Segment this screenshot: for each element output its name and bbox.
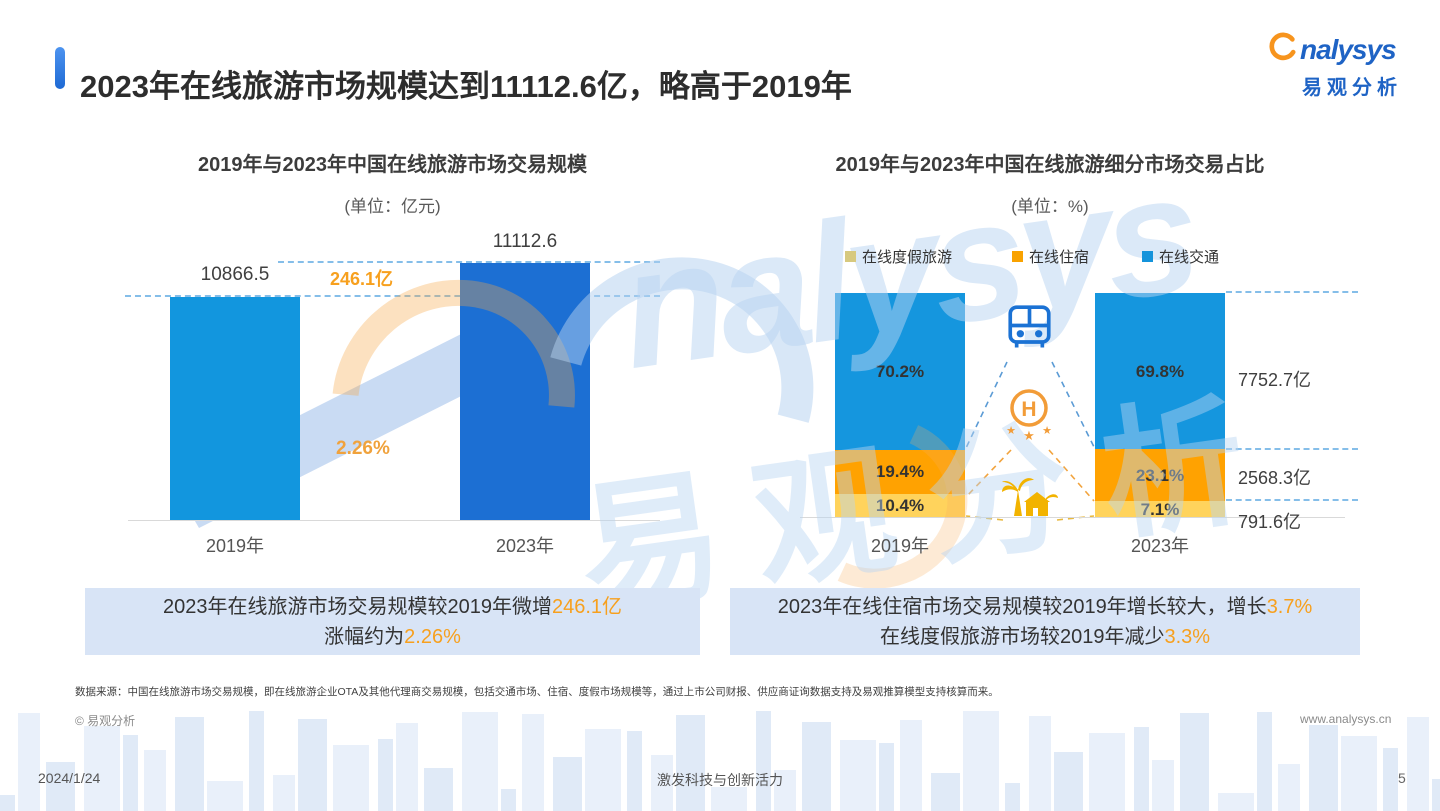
- vacation-palms-icon: [1002, 478, 1058, 516]
- segment-2023-transport: 69.8%: [1095, 293, 1225, 450]
- left-chart-x-axis: [128, 520, 660, 521]
- segment-2019-transport: 70.2%: [835, 293, 965, 451]
- svg-text:H: H: [1021, 398, 1036, 421]
- right-chart-xlabel-2023: 2023年: [1130, 536, 1190, 556]
- logo-brand-text: nalysys: [1300, 33, 1397, 65]
- legend-item-vacation: 在线度假旅游: [845, 246, 952, 267]
- hotel-badge-icon: H ★ ★ ★: [1006, 389, 1052, 443]
- logo-cn-text: 易观分析: [1302, 77, 1402, 99]
- callout-dash-low: [1226, 499, 1358, 501]
- legend-swatch-transport: [1142, 251, 1153, 262]
- vacation-absolute-label: 791.6亿: [1238, 512, 1302, 532]
- segment-2023-vacation: 7.1%: [1095, 499, 1225, 519]
- left-chart-xlabel-2019: 2019年: [205, 536, 265, 556]
- right-chart-title: 2019年与2023年中国在线旅游细分市场交易占比: [835, 154, 1265, 176]
- left-summary-line1-highlight: 246.1亿: [551, 595, 623, 618]
- stacked-bar-2023: 69.8% 23.1% 7.1%: [1095, 293, 1225, 519]
- legend-label-hotel: 在线住宿: [1029, 249, 1090, 266]
- right-summary-line1: 2023年在线住宿市场交易规模较2019年增长较大，增长: [777, 595, 1267, 618]
- footer-date: 2024/1/24: [38, 770, 101, 786]
- left-summary-line1: 2023年在线旅游市场交易规模较2019年微增: [162, 595, 552, 618]
- legend-swatch-hotel: [1012, 251, 1023, 262]
- svg-text:★: ★: [1023, 428, 1035, 443]
- left-chart-xlabel-2023: 2023年: [495, 536, 555, 556]
- segment-2023-vacation-label: 7.1%: [1140, 499, 1180, 519]
- bar-2019-total: [170, 297, 300, 520]
- svg-text:★: ★: [1006, 425, 1016, 437]
- logo-a-swirl-icon: [1266, 30, 1300, 69]
- legend-item-hotel: 在线住宿: [1012, 246, 1089, 267]
- bar-2019-value-label: 10866.5: [200, 264, 270, 285]
- stacked-bar-2019: 70.2% 19.4% 10.4%: [835, 293, 965, 517]
- legend-item-transport: 在线交通: [1142, 246, 1219, 267]
- footer-page-number: 5: [1398, 770, 1406, 786]
- growth-percent-label: 2.26%: [336, 438, 390, 459]
- footer-copyright: © 易观分析: [75, 714, 136, 728]
- right-chart-x-axis: [800, 517, 1345, 518]
- hotel-absolute-label: 2568.3亿: [1238, 468, 1312, 488]
- title-accent-bar: [55, 47, 65, 89]
- segment-2019-transport-label: 70.2%: [875, 362, 925, 382]
- left-summary-line2: 涨幅约为: [324, 625, 405, 648]
- transport-absolute-label: 7752.7亿: [1238, 370, 1312, 390]
- bar-2023-value-label: 11112.6: [492, 231, 558, 252]
- data-source-note: 数据来源：中国在线旅游市场交易规模，即在线旅游企业OTA及其他代理商交易规模，包…: [75, 686, 999, 698]
- segment-2023-hotel: 23.1%: [1095, 449, 1225, 502]
- legend-swatch-vacation: [845, 251, 856, 262]
- footer-slogan: 激发科技与创新活力: [657, 772, 783, 788]
- right-summary-line1-highlight: 3.7%: [1266, 595, 1313, 618]
- difference-label: 246.1亿: [330, 269, 394, 289]
- legend-label-vacation: 在线度假旅游: [862, 249, 953, 266]
- bar-2023-total: [460, 263, 590, 520]
- callout-dash-mid: [1226, 448, 1358, 450]
- segment-2023-transport-label: 69.8%: [1135, 361, 1185, 381]
- svg-text:★: ★: [1042, 425, 1052, 437]
- left-summary-line2-highlight: 2.26%: [404, 625, 461, 648]
- segment-2023-hotel-label: 23.1%: [1135, 465, 1185, 485]
- legend-label-transport: 在线交通: [1159, 249, 1220, 266]
- city-skyline-graphic: [0, 701, 1440, 811]
- left-chart-dashline-2023-level: [278, 261, 660, 263]
- train-icon: [1008, 305, 1051, 348]
- funnel-dash-lines-graphic: [965, 361, 1095, 521]
- page-title: 2023年在线旅游市场规模达到11112.6亿，略高于2019年: [80, 68, 852, 104]
- right-chart-xlabel-2019: 2019年: [870, 536, 930, 556]
- right-chart-subtitle: (单位：%): [1011, 197, 1089, 216]
- segment-2019-vacation: 10.4%: [835, 493, 965, 517]
- left-chart-title: 2019年与2023年中国在线旅游市场交易规模: [198, 154, 587, 176]
- footer-website: www.analysys.cn: [1300, 712, 1392, 726]
- analysys-logo: nalysys 易观分析: [1266, 30, 1426, 100]
- segment-2019-hotel: 19.4%: [835, 450, 965, 494]
- left-chart-subtitle: (单位：亿元): [344, 197, 441, 216]
- left-summary-box: 2023年在线旅游市场交易规模较2019年微增246.1亿 涨幅约为2.26%: [85, 588, 700, 655]
- right-summary-line2: 在线度假旅游市场较2019年减少: [879, 625, 1165, 648]
- callout-dash-top: [1226, 291, 1358, 293]
- segment-2019-hotel-label: 19.4%: [875, 462, 925, 482]
- right-summary-line2-highlight: 3.3%: [1164, 625, 1211, 648]
- left-chart-dashline-2019-level: [125, 295, 660, 297]
- right-summary-box: 2023年在线住宿市场交易规模较2019年增长较大，增长3.7% 在线度假旅游市…: [730, 588, 1360, 655]
- segment-2019-vacation-label: 10.4%: [875, 495, 925, 515]
